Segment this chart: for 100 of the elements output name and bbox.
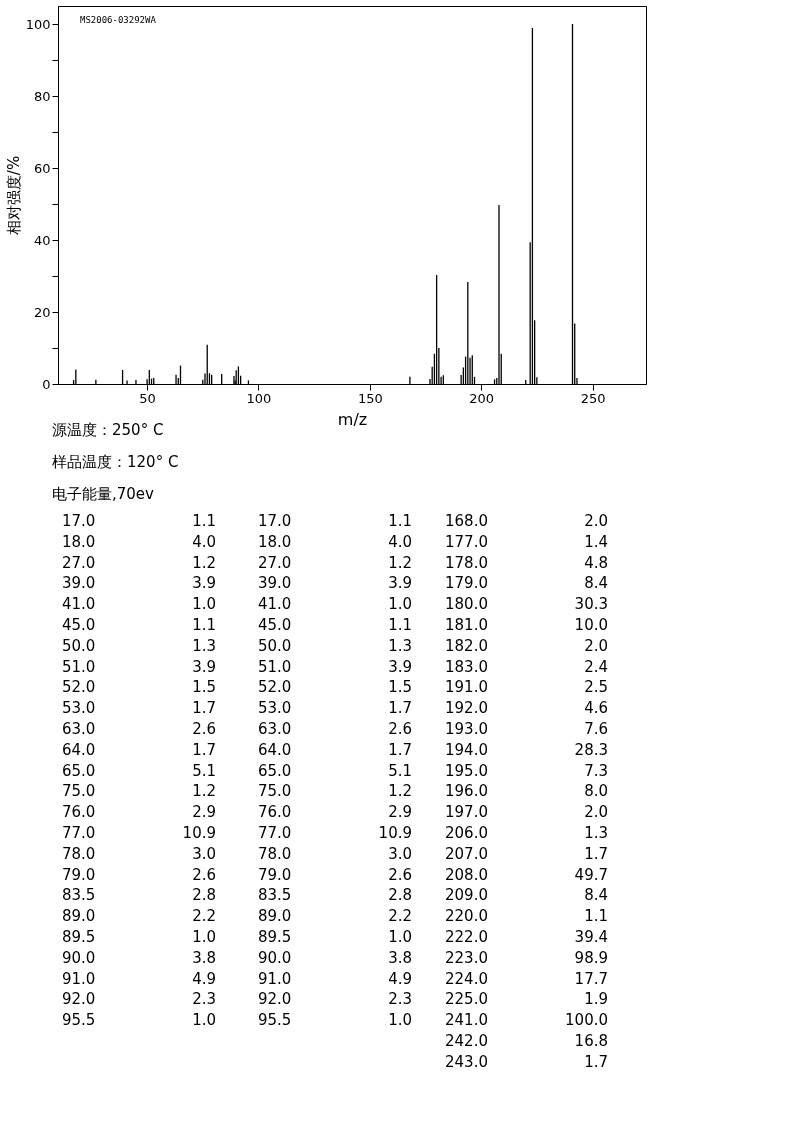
text: 1.3: [584, 824, 608, 842]
text: 3.9: [192, 657, 216, 676]
text: 45.0: [258, 616, 292, 634]
text: 1.1: [192, 512, 216, 530]
text: 1.5: [192, 678, 216, 697]
text: 源温度：250° C: [52, 421, 164, 439]
text: 197.0: [445, 803, 488, 822]
x-tick-label: 200: [469, 390, 495, 406]
text: 179.0: [445, 574, 488, 593]
text: 45.0: [62, 616, 96, 634]
x-tick-label: 150: [357, 390, 383, 406]
text: 78.0: [62, 844, 96, 863]
text: 1.3: [192, 636, 216, 655]
text: 样品温度：120° C: [52, 453, 179, 471]
text: 3.8: [192, 948, 216, 967]
text: 1.7: [192, 699, 216, 718]
text: 3.9: [388, 657, 412, 676]
text: 92.0: [62, 990, 96, 1009]
text: 95.5: [258, 1011, 292, 1030]
text: 电子能量,70ev: [52, 485, 155, 503]
text: 220.0: [445, 907, 488, 926]
text: 51.0: [258, 657, 292, 676]
text: 53.0: [62, 699, 96, 718]
text: 243.0: [445, 1052, 488, 1071]
text: 177.0: [445, 532, 488, 551]
text: 209.0: [445, 886, 488, 905]
text: 2.6: [192, 720, 216, 738]
text: 1.7: [388, 740, 412, 759]
text: 3.9: [192, 574, 216, 593]
text: 4.9: [388, 969, 412, 988]
text: 10.0: [574, 616, 608, 634]
text: 17.0: [62, 512, 96, 530]
text: 76.0: [62, 803, 96, 822]
text: 1.9: [584, 990, 608, 1009]
text: 27.0: [62, 553, 96, 572]
text: 39.0: [258, 574, 292, 593]
text: 1.2: [388, 553, 412, 572]
text: 28.3: [574, 740, 608, 759]
text: 77.0: [62, 824, 96, 842]
text: 63.0: [258, 720, 292, 738]
text: 98.9: [574, 948, 608, 967]
text: 41.0: [258, 595, 292, 614]
text: 83.5: [258, 886, 292, 905]
text: 1.7: [192, 740, 216, 759]
text: 1.1: [388, 616, 412, 634]
text: 1.3: [388, 636, 412, 655]
text: 182.0: [445, 636, 488, 655]
text: 10.9: [378, 824, 412, 842]
text: 1.2: [192, 553, 216, 572]
text: 17.0: [258, 512, 292, 530]
text: 1.0: [388, 595, 412, 614]
text: 2.0: [584, 803, 608, 822]
text: 2.3: [192, 990, 216, 1009]
text: 89.0: [258, 907, 292, 926]
text: 1.0: [388, 1011, 412, 1030]
text: 18.0: [258, 532, 292, 551]
text: 168.0: [445, 512, 488, 530]
text: 2.6: [388, 720, 412, 738]
text: 52.0: [258, 678, 292, 697]
text: 89.0: [62, 907, 96, 926]
text: 83.5: [62, 886, 96, 905]
text: 8.0: [584, 782, 608, 801]
text: 1.0: [192, 1011, 216, 1030]
text: 5.1: [388, 761, 412, 780]
text: 2.2: [388, 907, 412, 926]
text: 2.8: [192, 886, 216, 905]
text: 52.0: [62, 678, 96, 697]
text: 27.0: [258, 553, 292, 572]
text: 65.0: [62, 761, 96, 780]
y-tick-label: 40: [33, 232, 51, 248]
text: 1.0: [192, 928, 216, 946]
text: 17.7: [574, 969, 608, 988]
text: 1.0: [192, 595, 216, 614]
text: 4.9: [192, 969, 216, 988]
text: 50.0: [62, 636, 96, 655]
text: 90.0: [62, 948, 96, 967]
text: 8.4: [584, 574, 608, 593]
text: 2.3: [388, 990, 412, 1009]
text: 178.0: [445, 553, 488, 572]
x-axis-title: m/z: [337, 409, 368, 429]
text: 78.0: [258, 844, 292, 863]
text: 196.0: [445, 782, 488, 801]
text: 8.4: [584, 886, 608, 905]
text: 92.0: [258, 990, 292, 1009]
y-tick-label: 100: [25, 16, 51, 32]
text: 4.0: [388, 532, 412, 551]
text: 75.0: [62, 782, 96, 801]
y-tick-label: 80: [33, 88, 51, 104]
text: 194.0: [445, 740, 488, 759]
text: 1.7: [584, 1052, 608, 1071]
text: 1.1: [388, 512, 412, 530]
text: 181.0: [445, 616, 488, 634]
text: 2.9: [192, 803, 216, 822]
text: 30.3: [574, 595, 608, 614]
text: 65.0: [258, 761, 292, 780]
text: 1.0: [388, 928, 412, 946]
text: 3.0: [192, 844, 216, 863]
text: 64.0: [258, 740, 292, 759]
text: 89.5: [258, 928, 292, 946]
text: 51.0: [62, 657, 96, 676]
